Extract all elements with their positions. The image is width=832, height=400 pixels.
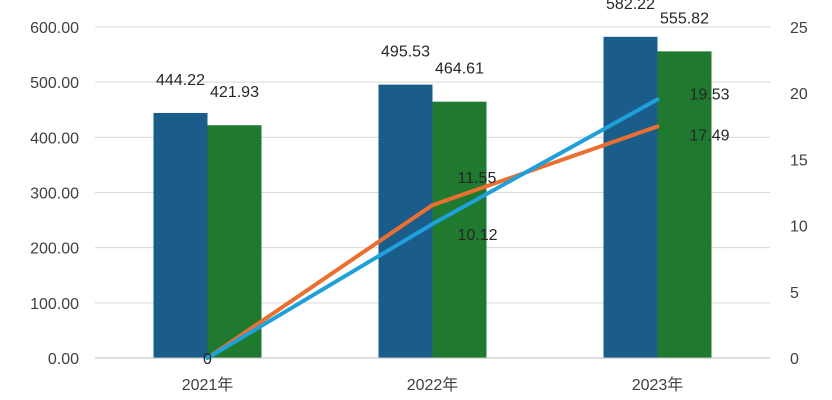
right-axis-tick-label: 5 [790,285,799,302]
left-axis-tick-label: 500.00 [30,75,79,92]
left-axis-tick-label: 400.00 [30,130,79,147]
line-value-label: 0 [203,351,212,368]
series-line [205,97,660,360]
left-axis-tick-label: 100.00 [30,296,79,313]
bar-value-label: 555.82 [660,10,709,27]
line-value-label: 11.55 [458,170,497,187]
left-axis-tick-label: 300.00 [30,186,79,203]
bar [153,112,208,359]
bar [432,101,487,358]
x-axis-tick-label: 2021年 [182,376,234,394]
line-value-label: 10.12 [458,227,498,244]
bar-value-label: 464.61 [435,61,484,78]
data-labels: 444.22 495.53 582.22 421.93 464.61 555.82 0 11.… [156,0,730,368]
bar [657,51,712,359]
right-axis-tick-label: 0 [790,351,799,368]
right-axis-tick-label: 15 [790,152,808,169]
left-axis-tick-label: 600.00 [30,20,79,37]
bar-value-label: 444.22 [156,72,205,89]
right-axis-tick-label: 20 [790,86,808,103]
x-axis-tick-label: 2023年 [632,376,684,394]
x-axis-ticks: 2021年 2022年 2023年 [182,376,684,394]
right-axis-tick-label: 25 [790,20,808,37]
line-value-label: 19.53 [690,86,730,103]
left-axis-tick-label: 200.00 [30,241,79,258]
left-axis-tick-label: 0.00 [48,351,79,368]
bar [603,36,658,359]
bar-value-label: 582.22 [606,0,655,13]
left-axis-ticks: 0.00 100.00 200.00 300.00 400.00 500.00 600.00 [30,20,79,368]
bar [207,125,262,358]
bar-series [153,36,712,359]
right-axis-tick-label: 10 [790,219,808,236]
series-line [205,124,660,360]
right-axis-ticks: 0 5 10 15 20 25 [790,20,808,368]
line-series [205,97,660,360]
bar-value-label: 421.93 [210,84,259,101]
line-value-label: 17.49 [690,127,730,144]
x-axis-tick-label: 2022年 [407,376,459,394]
bar-value-label: 495.53 [381,44,430,61]
